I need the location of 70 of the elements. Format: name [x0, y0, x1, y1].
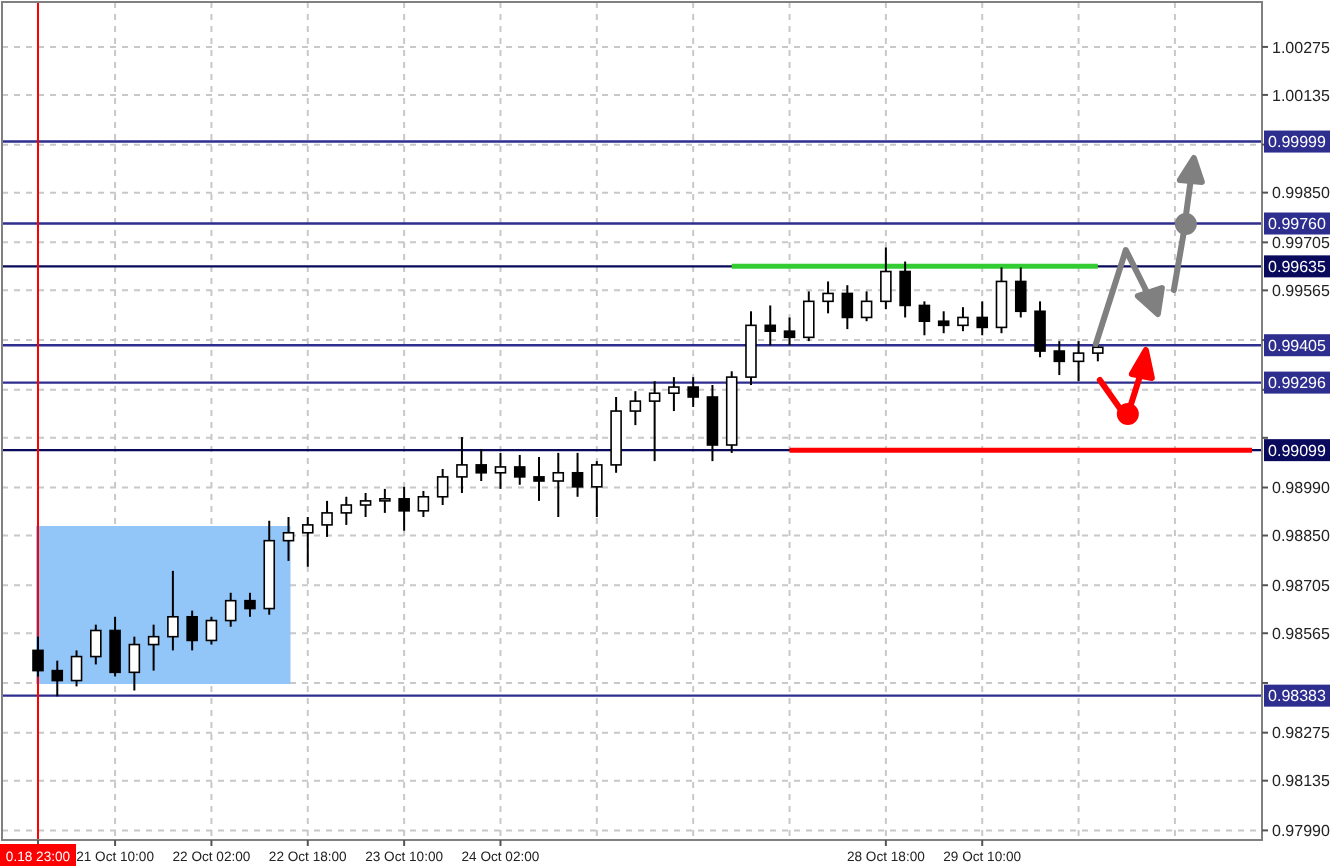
candlestick — [841, 284, 854, 331]
candlestick — [51, 659, 64, 698]
candlestick — [90, 623, 102, 666]
y-tick-label: 0.99565 — [1272, 281, 1330, 300]
candlestick — [533, 456, 545, 502]
y-tick-label: 0.98705 — [1272, 576, 1330, 595]
y-tick-label: 0.99705 — [1272, 233, 1330, 252]
y-tick-label: 0.98135 — [1272, 772, 1330, 791]
candlestick — [301, 516, 314, 568]
y-tick-label: 1.00275 — [1272, 38, 1330, 57]
ref-line-label: 0.99099 — [1268, 441, 1328, 460]
candlestick — [32, 635, 44, 678]
candlestick — [783, 316, 796, 347]
y-tick-label: 0.98990 — [1272, 479, 1330, 498]
candlestick — [282, 516, 295, 562]
ref-line-label: 0.99999 — [1268, 133, 1328, 152]
candlestick — [591, 460, 603, 519]
candlestick — [1034, 300, 1046, 359]
candlestick — [109, 615, 121, 678]
ref-line-label: 0.98383 — [1268, 687, 1328, 706]
candlestick — [436, 468, 449, 507]
candlestick — [976, 300, 989, 337]
candlestick — [706, 384, 719, 463]
candlestick — [668, 376, 680, 413]
y-tick-label: 0.99850 — [1272, 184, 1330, 203]
candlestick — [379, 487, 391, 514]
candlestick — [321, 499, 333, 538]
candlestick — [244, 591, 256, 618]
candlestick — [552, 451, 565, 519]
candlestick — [456, 436, 468, 494]
candlestick — [340, 495, 353, 526]
y-tick-label: 0.97990 — [1272, 822, 1330, 840]
candlestick — [899, 260, 911, 319]
candlestick — [571, 451, 584, 498]
y-tick-label: 0.98565 — [1272, 624, 1330, 643]
candlestick — [1053, 340, 1066, 377]
candlestick — [995, 266, 1008, 335]
ref-line-label: 0.99296 — [1268, 374, 1328, 393]
candlestick — [224, 591, 237, 628]
candlestick — [957, 306, 969, 333]
candlestick — [494, 451, 507, 490]
ref-line-label: 0.99760 — [1268, 215, 1328, 234]
candlestick — [860, 290, 873, 323]
candlestick — [70, 649, 83, 688]
candlestick — [687, 376, 699, 408]
candlestick — [1072, 340, 1085, 383]
candlestick — [417, 489, 430, 519]
candlestick — [205, 615, 218, 646]
candlestick — [880, 246, 892, 311]
candlestick — [822, 280, 834, 315]
ref-line-label: 0.99405 — [1268, 336, 1328, 355]
candlestick — [147, 623, 160, 672]
y-tick-label: 1.00135 — [1272, 86, 1330, 105]
candlestick — [764, 304, 777, 347]
candlestick — [802, 290, 815, 343]
candlestick — [128, 635, 141, 692]
candlestick — [918, 300, 931, 337]
candlestick — [167, 569, 179, 652]
candlestick — [186, 609, 198, 652]
candlestick — [359, 492, 372, 519]
candlestick — [1014, 266, 1027, 319]
candlestick — [475, 448, 488, 482]
candlestick — [629, 390, 642, 427]
ref-line-label: 0.99635 — [1268, 257, 1328, 276]
y-tick-label: 0.98275 — [1272, 724, 1330, 743]
candlestick — [398, 485, 410, 532]
candlestick — [648, 380, 661, 463]
candlestick — [937, 310, 950, 335]
candlestick — [513, 453, 526, 486]
y-tick-label: 0.98850 — [1272, 527, 1330, 546]
